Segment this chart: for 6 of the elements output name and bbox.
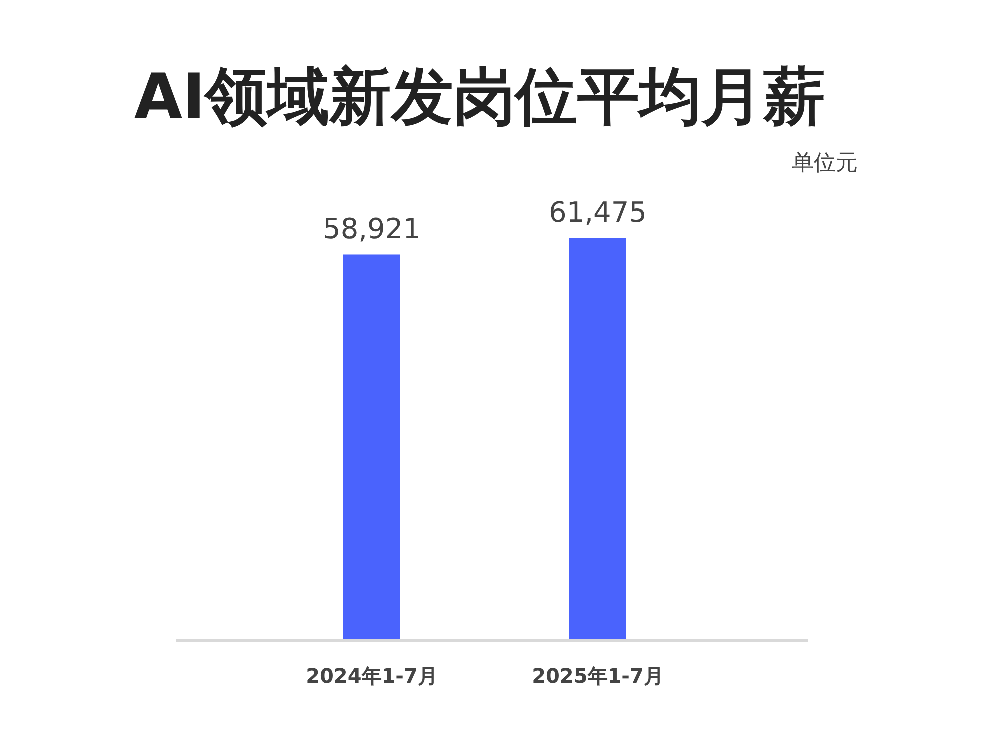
x-tick-label: 2025年1-7月: [532, 664, 664, 688]
y-axis-title: 单位元: [792, 151, 858, 176]
chart-title: AI领域新发岗位平均月薪: [134, 60, 826, 133]
data-label: 61,475: [549, 196, 647, 229]
data-label: 58,921: [323, 212, 421, 246]
x-tick-label: 2024年1-7月: [306, 664, 438, 688]
